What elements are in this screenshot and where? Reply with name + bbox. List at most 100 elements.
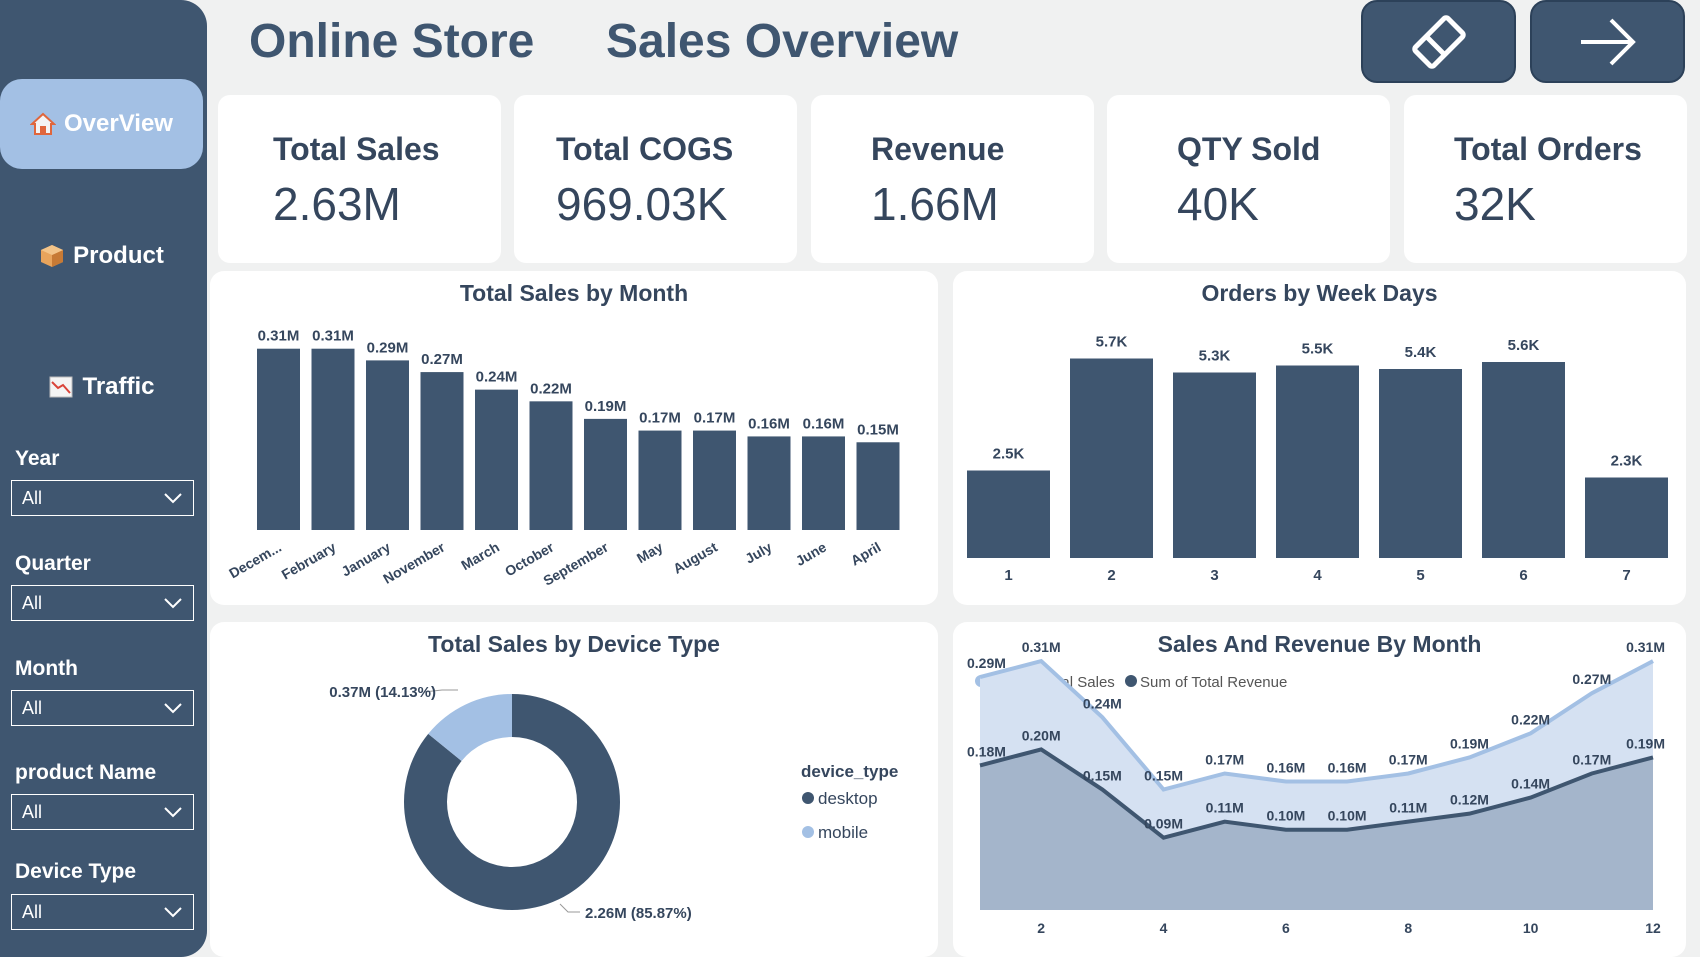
data-label: 0.15M <box>1083 768 1122 784</box>
bar-value-label: 0.16M <box>748 415 790 432</box>
bar <box>420 372 464 530</box>
series-line <box>979 747 1654 840</box>
chart-icon <box>49 376 73 398</box>
series-line <box>979 658 1654 792</box>
area-fill <box>980 749 1653 910</box>
nav-product-button[interactable]: Product <box>0 211 203 301</box>
kpi-card-total-cogs: Total COGS 969.03K <box>514 95 797 263</box>
legend-marker <box>1125 675 1137 687</box>
legend-label-desktop: desktop <box>818 789 878 808</box>
chevron-down-icon <box>164 703 182 714</box>
data-label: 0.17M <box>1389 751 1428 767</box>
home-icon <box>30 112 57 135</box>
bar-value-label: 0.22M <box>530 380 572 397</box>
bar <box>1482 362 1565 558</box>
data-label: 0.11M <box>1206 800 1244 816</box>
bar <box>257 348 300 530</box>
sales-revenue-area-chart: Sum of Total SalesSum of Total Revenue0.… <box>967 639 1665 936</box>
chevron-down-icon <box>164 493 182 504</box>
page-title: Online Store <box>249 15 535 68</box>
filter-product-name-select[interactable]: All <box>11 794 194 830</box>
bar <box>747 436 791 530</box>
slice-label-mobile: 0.37M (14.13%) <box>329 684 436 701</box>
bar-value-label: 0.19M <box>585 398 627 415</box>
bar <box>1585 477 1668 558</box>
kpi-card-total-orders: Total Orders 32K <box>1404 95 1687 263</box>
x-tick-label: 6 <box>1282 920 1290 936</box>
bar-value-label: 2.3K <box>1611 453 1643 470</box>
filter-product-name-value: All <box>22 801 43 822</box>
data-label: 0.10M <box>1328 808 1367 824</box>
bar-value-label: 0.24M <box>476 369 518 386</box>
kpi-value: 1.66M <box>871 178 999 230</box>
kpi-label: Total Sales <box>273 131 440 167</box>
x-tick-label: 12 <box>1645 920 1661 936</box>
nav-traffic-button[interactable]: Traffic <box>0 342 203 432</box>
x-tick-label: 3 <box>1210 567 1218 584</box>
bar-value-label: 5.6K <box>1508 337 1540 354</box>
data-label: 0.19M <box>1626 735 1665 751</box>
kpi-value: 32K <box>1454 178 1536 230</box>
filter-year-select[interactable]: All <box>11 480 194 516</box>
kpi-label: Revenue <box>871 131 1005 167</box>
kpi-card-total-sales: Total Sales 2.63M <box>218 95 501 263</box>
nav-product-label: Product <box>73 242 164 269</box>
panel-sales-by-month: Total Sales by Month 0.31M Decem... 0.31M F… <box>210 271 938 605</box>
filter-quarter-select[interactable]: All <box>11 585 194 621</box>
x-tick-label: Decem... <box>226 539 284 582</box>
orders-by-weekday-chart: 2.5K 1 5.7K 2 5.3K 3 5.5K 4 5.4K 5 5.6K 6 2.3K 7 <box>967 334 1668 584</box>
arrow-right-icon <box>1580 18 1636 65</box>
filter-month-value: All <box>22 697 43 718</box>
eraser-button[interactable] <box>1361 0 1516 83</box>
x-tick-label: 2 <box>1107 567 1115 584</box>
data-label: 0.22M <box>1511 711 1550 727</box>
x-tick-label: May <box>634 539 666 567</box>
bar <box>856 442 900 530</box>
x-tick-label: 8 <box>1404 920 1412 936</box>
data-label: 0.31M <box>1626 639 1665 655</box>
x-tick-label: June <box>793 539 829 569</box>
x-tick-label: 7 <box>1622 567 1630 584</box>
filter-year-label: Year <box>15 447 60 470</box>
x-tick-label: 2 <box>1037 920 1045 936</box>
data-label: 0.16M <box>1266 760 1305 776</box>
slice-label-desktop: 2.26M (85.87%) <box>585 905 692 922</box>
legend-title: device_type <box>801 762 898 781</box>
next-page-button[interactable] <box>1530 0 1685 83</box>
chevron-down-icon <box>164 598 182 609</box>
data-label: 0.14M <box>1511 776 1550 792</box>
bar <box>693 430 736 530</box>
legend-label: Sum of Total Revenue <box>1140 674 1287 691</box>
eraser-icon <box>1411 14 1466 69</box>
bar-value-label: 0.15M <box>857 421 899 438</box>
filter-device-type-label: Device Type <box>15 860 137 883</box>
bar-value-label: 0.31M <box>312 328 354 345</box>
sidebar: OverView Product Traffic Year All Quarte… <box>0 0 207 957</box>
filter-device-type-select[interactable]: All <box>11 894 194 930</box>
data-label: 0.15M <box>1144 768 1183 784</box>
x-tick-label: March <box>458 539 502 573</box>
x-tick-label: 6 <box>1519 567 1527 584</box>
bar <box>1070 358 1153 558</box>
donut-slice-desktop <box>403 694 620 910</box>
chart-title: Total Sales by Device Type <box>428 631 720 657</box>
bar-value-label: 5.4K <box>1405 344 1437 361</box>
bar <box>1379 369 1462 558</box>
filter-product-name-label: product Name <box>15 761 157 784</box>
chart-title: Total Sales by Month <box>459 280 689 306</box>
chart-title: Sales And Revenue By Month <box>1157 631 1482 657</box>
data-label: 0.18M <box>967 743 1006 759</box>
legend-label-mobile: mobile <box>818 823 868 842</box>
bar-value-label: 0.17M <box>639 410 681 427</box>
nav-overview-button[interactable]: OverView <box>0 79 203 169</box>
x-tick-label: February <box>279 539 339 583</box>
data-label: 0.09M <box>1144 816 1183 832</box>
bar <box>584 418 627 530</box>
bar-value-label: 5.5K <box>1302 341 1334 358</box>
data-label: 0.31M <box>1022 639 1061 655</box>
bar-value-label: 5.7K <box>1096 334 1128 351</box>
sales-by-month-chart: 0.31MDecem...0.31MFebruary0.29MJanuary0.… <box>226 328 900 589</box>
filter-month-select[interactable]: All <box>11 690 194 726</box>
x-tick-label: 4 <box>1313 567 1322 584</box>
filter-quarter-label: Quarter <box>15 552 91 575</box>
